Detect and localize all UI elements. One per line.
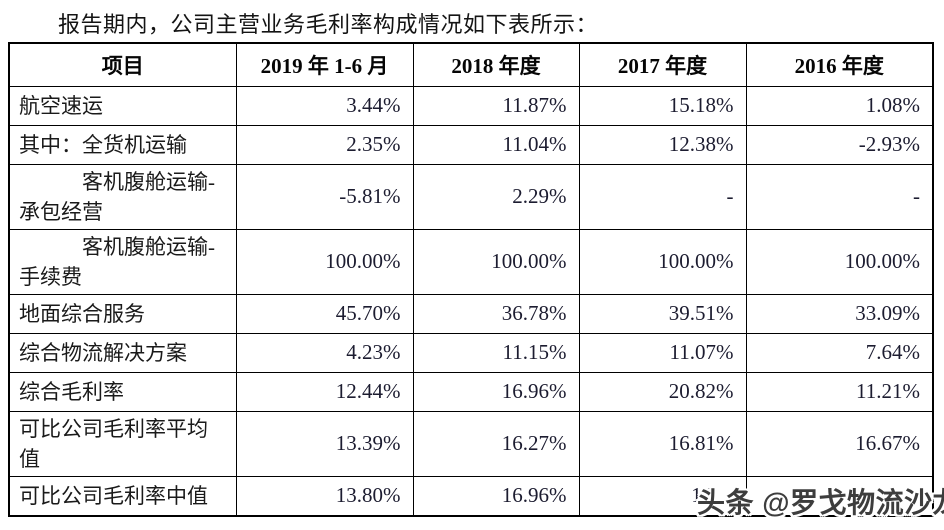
row-label: 地面综合服务 <box>8 293 237 334</box>
cell-value: 12.44% <box>235 371 414 412</box>
col-header-item: 项目 <box>8 42 237 87</box>
cell-value: 16.96% <box>412 475 580 517</box>
cell-value: 1.08% <box>745 85 934 126</box>
cell-value: 100.00% <box>745 228 934 295</box>
row-label: 综合物流解决方案 <box>8 332 237 373</box>
col-header-2016: 2016 年度 <box>745 42 934 87</box>
table-row-belly-hold-contract: 客机腹舱运输- 承包经营 -5.81% 2.29% - - <box>8 163 934 230</box>
cell-value: 2.35% <box>235 124 414 165</box>
cell-value: 13.80% <box>235 475 414 517</box>
cell-value: 16.67% <box>745 410 934 477</box>
cell-value: 15.18% <box>578 85 747 126</box>
cell-value: - <box>745 163 934 230</box>
cell-value: 11.07% <box>578 332 747 373</box>
cell-value: 12.38% <box>578 124 747 165</box>
cell-value: 11.21% <box>745 371 934 412</box>
watermark-text: 头条 @罗戈物流沙龙 <box>697 487 944 518</box>
row-label: 可比公司毛利率平均 值 <box>8 410 237 477</box>
cell-value: 39.51% <box>578 293 747 334</box>
col-header-2017: 2017 年度 <box>578 42 747 87</box>
cell-value: 36.78% <box>412 293 580 334</box>
cell-value: 3.44% <box>235 85 414 126</box>
table-row-integrated-logistics: 综合物流解决方案 4.23% 11.15% 11.07% 7.64% <box>8 332 934 373</box>
row-label: 客机腹舱运输- 承包经营 <box>8 163 237 230</box>
table-row-freighter-transport: 其中：全货机运输 2.35% 11.04% 12.38% -2.93% <box>8 124 934 165</box>
row-label: 其中：全货机运输 <box>8 124 237 165</box>
table-row-ground-services: 地面综合服务 45.70% 36.78% 39.51% 33.09% <box>8 293 934 334</box>
cell-value: 100.00% <box>235 228 414 295</box>
table-row-belly-hold-fee: 客机腹舱运输- 手续费 100.00% 100.00% 100.00% 100.… <box>8 228 934 295</box>
cell-value: 16.96% <box>412 371 580 412</box>
cell-value: 7.64% <box>745 332 934 373</box>
cell-value: 16.27% <box>412 410 580 477</box>
section-intro-text: 报告期内，公司主营业务毛利率构成情况如下表所示： <box>58 12 599 37</box>
col-header-2018: 2018 年度 <box>412 42 580 87</box>
cell-value: 33.09% <box>745 293 934 334</box>
cell-value: 45.70% <box>235 293 414 334</box>
cell-value: -2.93% <box>745 124 934 165</box>
cell-value-covered <box>745 475 934 517</box>
row-label: 航空速运 <box>8 85 237 126</box>
col-header-2019-h1: 2019 年 1-6 月 <box>235 42 414 87</box>
cell-value: 100.00% <box>412 228 580 295</box>
table-row-peer-median-margin: 可比公司毛利率中值 13.80% 16.96% 16. <box>8 475 934 517</box>
cell-value: - <box>578 163 747 230</box>
cell-value: 16.81% <box>578 410 747 477</box>
cell-value: 13.39% <box>235 410 414 477</box>
cell-value-partially-covered: 16. <box>578 475 747 517</box>
cell-value: 2.29% <box>412 163 580 230</box>
table-row-peer-average-margin: 可比公司毛利率平均 值 13.39% 16.27% 16.81% 16.67% <box>8 410 934 477</box>
row-label: 可比公司毛利率中值 <box>8 475 237 517</box>
header-row: 项目 2019 年 1-6 月 2018 年度 2017 年度 2016 年度 <box>8 42 934 87</box>
row-label: 综合毛利率 <box>8 371 237 412</box>
table-row-air-express: 航空速运 3.44% 11.87% 15.18% 1.08% <box>8 85 934 126</box>
cell-value: 11.87% <box>412 85 580 126</box>
cell-value: -5.81% <box>235 163 414 230</box>
row-label: 客机腹舱运输- 手续费 <box>8 228 237 295</box>
cell-value: 11.15% <box>412 332 580 373</box>
cell-value: 100.00% <box>578 228 747 295</box>
cell-value: 4.23% <box>235 332 414 373</box>
cell-value: 11.04% <box>412 124 580 165</box>
table-row-overall-margin: 综合毛利率 12.44% 16.96% 20.82% 11.21% <box>8 371 934 412</box>
gross-margin-table: 项目 2019 年 1-6 月 2018 年度 2017 年度 2016 年度 … <box>8 42 934 517</box>
cell-value: 20.82% <box>578 371 747 412</box>
